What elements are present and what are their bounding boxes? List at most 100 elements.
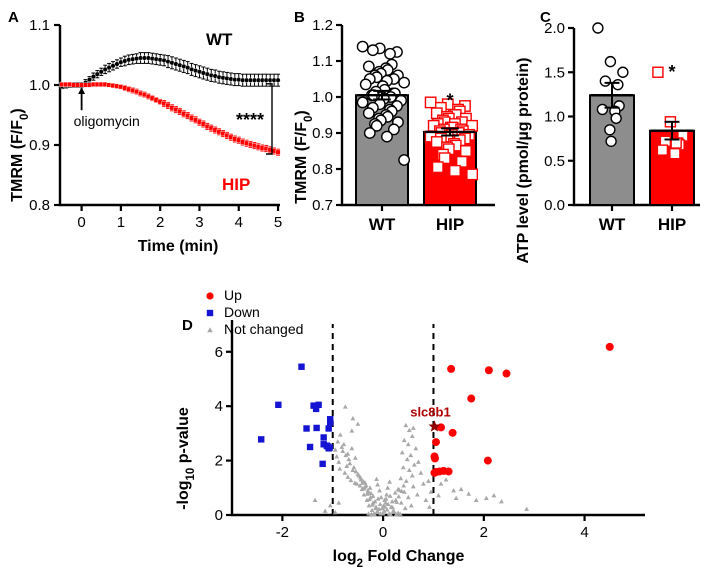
volcano-point <box>298 363 305 370</box>
volcano-point <box>444 467 453 476</box>
volcano-point <box>409 473 415 478</box>
volcano-point <box>408 452 414 458</box>
panel-a-point <box>275 77 281 83</box>
volcano-point <box>380 511 386 516</box>
panel-a-ylabel: TMRM (F/F0) <box>9 108 31 201</box>
volcano-point <box>405 494 411 500</box>
volcano-point <box>491 493 497 498</box>
panel-d-series-down <box>258 363 334 468</box>
panel-d-xlabel: log2 Fold Change <box>333 548 465 570</box>
volcano-point <box>399 450 405 455</box>
volcano-point <box>341 441 347 447</box>
y-tick-label: 0.8 <box>312 161 333 178</box>
panel-c-ylabel: ATP level (pmol/µg protein) <box>515 58 532 264</box>
volcano-point <box>387 479 393 484</box>
volcano-point <box>430 454 439 463</box>
panel-a-point <box>98 69 104 75</box>
volcano-point <box>387 493 393 498</box>
volcano-point <box>342 404 348 409</box>
volcano-point <box>319 460 326 468</box>
panel-d-ylabel: -log10 p-value <box>175 407 197 510</box>
volcano-point <box>524 506 530 511</box>
volcano-point <box>438 481 444 486</box>
volcano-point <box>353 469 359 474</box>
legend-marker-up <box>206 292 214 300</box>
y-tick-label: 0 <box>215 507 223 524</box>
volcano-point <box>349 428 355 433</box>
volcano-point <box>367 496 372 502</box>
volcano-point <box>365 488 371 493</box>
volcano-point <box>384 492 390 497</box>
scatter-point <box>362 60 375 73</box>
panel-d-plot: 0 2 4 6 -2 0 2 4 -log10 p-value log2 Fold Change s… <box>175 287 645 570</box>
category-label: WT <box>599 215 626 234</box>
volcano-point <box>377 488 382 493</box>
volcano-point <box>358 477 364 482</box>
slc8b1-label: slc8b1 <box>410 405 450 420</box>
y-tick-label: 1.1 <box>312 53 333 70</box>
bar-wt <box>589 94 635 206</box>
scatter-point <box>430 136 443 148</box>
volcano-point <box>382 497 388 502</box>
volcano-point <box>483 456 492 465</box>
volcano-point <box>325 425 332 432</box>
scatter-point <box>604 55 617 68</box>
volcano-point <box>339 444 345 449</box>
volcano-point <box>401 483 407 488</box>
volcano-point <box>473 497 479 502</box>
y-tick-label: 2 <box>215 453 223 470</box>
volcano-point <box>451 488 457 493</box>
volcano-point <box>467 394 476 403</box>
volcano-point <box>436 493 441 498</box>
volcano-point <box>484 366 493 375</box>
volcano-point <box>350 467 356 473</box>
svgC-significance: * <box>668 62 675 82</box>
scatter-point <box>370 119 383 132</box>
panel-b: 0.7 0.8 0.9 1.0 1.1 1.2 WT HIP * B TMRM (F/F0) <box>290 0 515 285</box>
volcano-point <box>448 428 457 437</box>
legend-marker-down <box>206 309 214 317</box>
volcano-point <box>385 485 391 490</box>
x-tick-label: 0 <box>77 214 85 231</box>
volcano-point <box>258 436 265 443</box>
svgC-letter: C <box>540 9 551 26</box>
x-tick-label: 2 <box>480 524 488 541</box>
volcano-point <box>362 485 367 491</box>
volcano-point <box>453 495 459 501</box>
y-tick-label: 0.7 <box>312 197 333 214</box>
volcano-point <box>427 504 432 509</box>
panel-b-plot: 0.7 0.8 0.9 1.0 1.1 1.2 WT HIP * B TMRM (F/F0) <box>293 9 495 234</box>
volcano-point <box>447 364 456 373</box>
volcano-point <box>388 512 394 517</box>
volcano-point <box>389 498 395 504</box>
volcano-point <box>363 482 369 487</box>
volcano-point <box>391 509 397 514</box>
oligomycin-label: oligomycin <box>74 113 140 129</box>
panel-a-letter: A <box>8 9 19 26</box>
y-tick-label: 0.0 <box>544 197 565 214</box>
scatter-point <box>617 66 629 78</box>
volcano-point <box>343 452 349 458</box>
y-tick-label: 1.2 <box>312 17 333 34</box>
panel-a-point <box>86 77 92 83</box>
volcano-point <box>405 441 411 447</box>
volcano-point <box>315 401 322 409</box>
scatter-point <box>438 152 451 165</box>
scatter-point <box>381 130 393 143</box>
svgB-significance: * <box>446 90 453 110</box>
volcano-point <box>409 433 415 439</box>
volcano-point <box>344 463 350 468</box>
volcano-point <box>384 507 390 512</box>
volcano-point <box>335 439 341 444</box>
volcano-point <box>502 369 511 378</box>
volcano-point <box>381 503 387 508</box>
volcano-point <box>334 454 340 459</box>
y-tick-label: 1.0 <box>29 77 50 94</box>
y-tick-label: 6 <box>215 344 223 361</box>
volcano-point <box>332 509 338 515</box>
panel-a-significance: **** <box>236 110 264 130</box>
volcano-point <box>605 342 614 351</box>
volcano-point <box>414 492 420 497</box>
volcano-point <box>355 421 361 426</box>
oligomycin-arrow-head <box>78 87 86 94</box>
